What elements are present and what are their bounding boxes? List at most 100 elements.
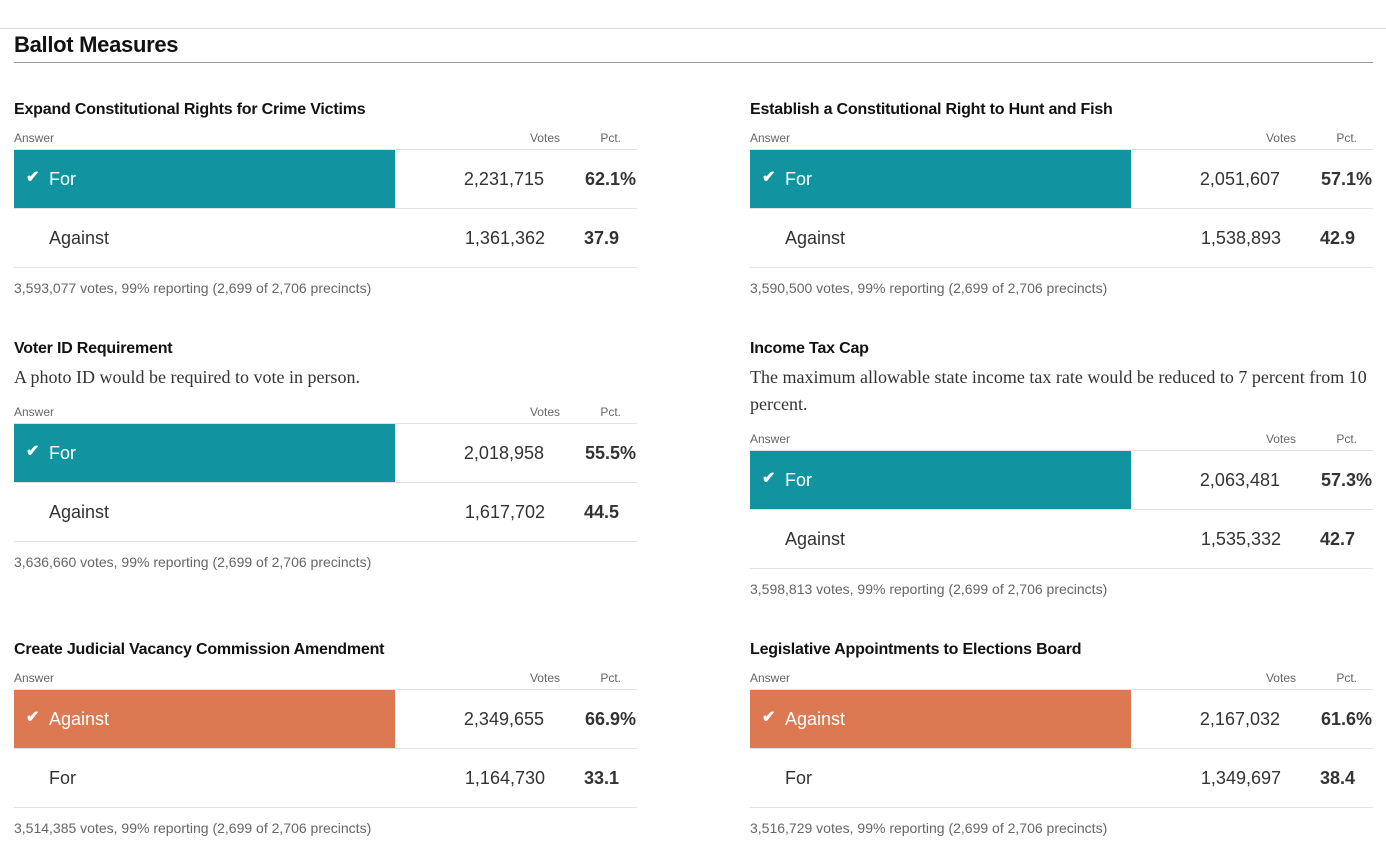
result-row: Against 1,361,362 37.9 <box>14 209 637 268</box>
answer-column-header: Answer <box>14 671 55 685</box>
votes-column-header: Votes <box>529 131 560 145</box>
checkmark-icon: ✔ <box>26 709 40 726</box>
ballot-measure-card: Voter ID Requirement A photo ID would be… <box>14 338 637 597</box>
pct-column-header: Pct. <box>600 671 621 685</box>
pct-column-header: Pct. <box>600 405 621 419</box>
reporting-status: 3,590,500 votes, 99% reporting (2,699 of… <box>750 280 1108 296</box>
ballot-measures-grid: Expand Constitutional Rights for Crime V… <box>14 99 1373 836</box>
answer-label: For <box>49 168 76 189</box>
votes-column-header: Votes <box>529 405 560 419</box>
pct-column-header: Pct. <box>1336 131 1357 145</box>
checkmark-icon: ✔ <box>26 169 40 186</box>
answer-label: For <box>785 469 812 490</box>
pct-column-header: Pct. <box>1336 432 1357 446</box>
reporting-status: 3,593,077 votes, 99% reporting (2,699 of… <box>14 280 372 296</box>
votes-value: 1,535,332 <box>1200 528 1281 549</box>
pct-value: 42.9 <box>1319 227 1355 248</box>
result-row: For 1,349,697 38.4 <box>750 749 1373 808</box>
votes-value: 2,051,607 <box>1199 168 1280 189</box>
checkmark-icon: ✔ <box>762 709 776 726</box>
answer-label: For <box>49 767 76 788</box>
votes-value: 1,164,730 <box>464 767 545 788</box>
result-row: ✔ For 2,063,481 57.3% <box>750 451 1373 510</box>
pct-value: 55.5% <box>584 442 636 463</box>
answer-cell: For <box>14 749 395 807</box>
answer-column-header: Answer <box>14 405 55 419</box>
winner-bar: ✔ For <box>750 451 1131 509</box>
pct-value: 37.9 <box>583 227 619 248</box>
measure-title: Income Tax Cap <box>750 340 869 357</box>
results-table-header: Answer Votes Pct. <box>14 663 637 690</box>
result-row: Against 1,535,332 42.7 <box>750 510 1373 569</box>
results-table-header: Answer Votes Pct. <box>750 123 1373 150</box>
result-row: ✔ Against 2,167,032 61.6% <box>750 690 1373 749</box>
answer-column-header: Answer <box>750 671 791 685</box>
answer-column-header: Answer <box>14 131 55 145</box>
top-divider <box>0 28 1386 29</box>
votes-column-header: Votes <box>1265 671 1296 685</box>
pct-column-header: Pct. <box>1336 671 1357 685</box>
result-row: For 1,164,730 33.1 <box>14 749 637 808</box>
answer-column-header: Answer <box>750 131 791 145</box>
measure-title: Expand Constitutional Rights for Crime V… <box>14 101 366 118</box>
votes-value: 2,349,655 <box>463 708 544 729</box>
result-row: ✔ For 2,231,715 62.1% <box>14 150 637 209</box>
answer-label: Against <box>785 708 846 729</box>
votes-value: 1,361,362 <box>464 227 545 248</box>
answer-label: Against <box>785 227 846 248</box>
checkmark-icon: ✔ <box>762 169 776 186</box>
answer-label: Against <box>49 708 110 729</box>
answer-label: For <box>49 442 76 463</box>
pct-value: 33.1 <box>583 767 619 788</box>
answer-label: Against <box>785 528 846 549</box>
pct-value: 66.9% <box>584 708 636 729</box>
section-header: Ballot Measures <box>14 31 1373 63</box>
pct-value: 62.1% <box>584 168 636 189</box>
ballot-measure-card: Income Tax Cap The maximum allowable sta… <box>750 338 1373 597</box>
pct-value: 57.1% <box>1320 168 1372 189</box>
reporting-status: 3,598,813 votes, 99% reporting (2,699 of… <box>750 581 1108 597</box>
winner-bar: ✔ Against <box>14 690 395 748</box>
result-row: ✔ For 2,018,958 55.5% <box>14 424 637 483</box>
result-row: ✔ For 2,051,607 57.1% <box>750 150 1373 209</box>
measure-title: Legislative Appointments to Elections Bo… <box>750 641 1082 658</box>
votes-value: 2,167,032 <box>1199 708 1280 729</box>
answer-label: Against <box>49 227 110 248</box>
measure-title: Create Judicial Vacancy Commission Amend… <box>14 641 385 658</box>
answer-cell: Against <box>14 483 395 541</box>
measure-title: Voter ID Requirement <box>14 340 173 357</box>
reporting-status: 3,636,660 votes, 99% reporting (2,699 of… <box>14 554 372 570</box>
measure-title: Establish a Constitutional Right to Hunt… <box>750 101 1113 118</box>
answer-cell: Against <box>750 209 1131 267</box>
pct-value: 38.4 <box>1319 767 1355 788</box>
pct-column-header: Pct. <box>600 131 621 145</box>
ballot-measure-card: Establish a Constitutional Right to Hunt… <box>750 99 1373 296</box>
winner-bar: ✔ Against <box>750 690 1131 748</box>
answer-cell: Against <box>750 510 1131 568</box>
answer-column-header: Answer <box>750 432 791 446</box>
votes-value: 2,231,715 <box>463 168 544 189</box>
votes-column-header: Votes <box>1265 432 1296 446</box>
winner-bar: ✔ For <box>14 150 395 208</box>
result-row: Against 1,538,893 42.9 <box>750 209 1373 268</box>
results-table-header: Answer Votes Pct. <box>750 663 1373 690</box>
result-row: Against 1,617,702 44.5 <box>14 483 637 542</box>
pct-value: 61.6% <box>1320 708 1372 729</box>
results-table-header: Answer Votes Pct. <box>14 123 637 150</box>
ballot-measure-card: Expand Constitutional Rights for Crime V… <box>14 99 637 296</box>
answer-cell: Against <box>14 209 395 267</box>
votes-value: 1,349,697 <box>1200 767 1281 788</box>
checkmark-icon: ✔ <box>762 470 776 487</box>
answer-cell: For <box>750 749 1131 807</box>
winner-bar: ✔ For <box>14 424 395 482</box>
results-table-header: Answer Votes Pct. <box>750 424 1373 451</box>
votes-value: 2,018,958 <box>463 442 544 463</box>
winner-bar: ✔ For <box>750 150 1131 208</box>
result-row: ✔ Against 2,349,655 66.9% <box>14 690 637 749</box>
votes-value: 1,538,893 <box>1200 227 1281 248</box>
ballot-measure-card: Create Judicial Vacancy Commission Amend… <box>14 639 637 836</box>
votes-column-header: Votes <box>529 671 560 685</box>
checkmark-icon: ✔ <box>26 443 40 460</box>
pct-value: 42.7 <box>1319 528 1355 549</box>
answer-label: Against <box>49 501 110 522</box>
